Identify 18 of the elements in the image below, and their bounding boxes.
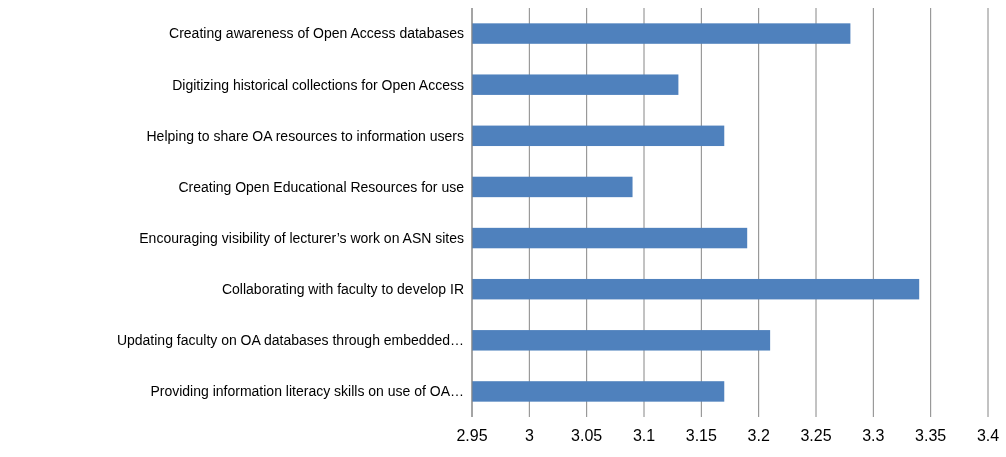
y-tick-label: Digitizing historical collections for Open Access [172, 76, 464, 93]
x-tick-label: 3.35 [915, 427, 947, 444]
x-tick-label: 3.1 [632, 427, 656, 444]
x-tick-label: 3.25 [800, 427, 832, 444]
x-tick-label: 3.4 [976, 427, 1000, 444]
x-tick-label: 3.15 [685, 427, 718, 444]
y-tick-label: Helping to share OA resources to information users [146, 127, 464, 144]
x-tick-label: 3.05 [571, 427, 603, 444]
y-tick-label: Providing information literacy skills on use of OA… [150, 383, 464, 400]
x-tick-label: 3.2 [747, 427, 770, 444]
y-tick-label: Collaborating with faculty to develop IR [221, 281, 464, 298]
y-tick-label: Encouraging visibility of lecturer’s work on ASN sites [139, 229, 464, 246]
x-tick-label: 2.95 [456, 427, 488, 444]
x-tick-label: 3 [524, 427, 534, 444]
y-tick-label: Creating Open Educational Resources for use [178, 178, 465, 195]
x-tick-label: 3.3 [862, 427, 885, 444]
y-tick-label: Creating awareness of Open Access databases [169, 25, 464, 42]
y-tick-label: Updating faculty on OA databases through embedded… [116, 332, 464, 349]
